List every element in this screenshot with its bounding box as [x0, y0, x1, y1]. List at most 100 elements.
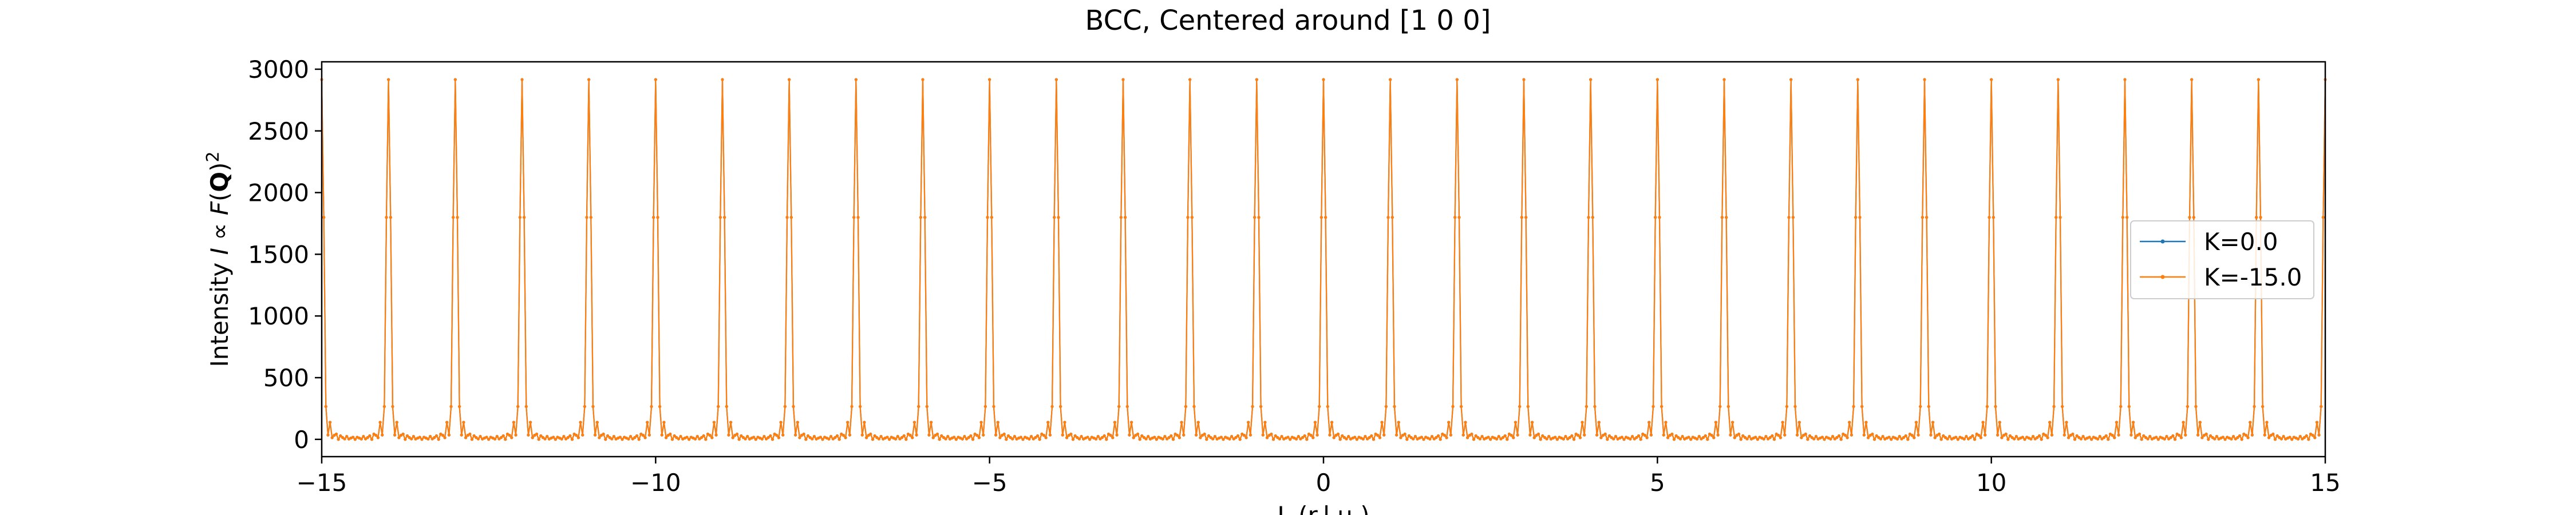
data-point	[1315, 433, 1319, 437]
data-point	[1128, 433, 1131, 437]
data-point	[381, 433, 384, 437]
data-point	[326, 433, 330, 437]
data-point	[1497, 435, 1500, 438]
data-point	[1086, 435, 1089, 439]
data-point	[1186, 216, 1190, 219]
data-point	[1929, 433, 1933, 437]
data-point	[2121, 216, 2124, 219]
data-point	[929, 421, 933, 424]
data-point	[2302, 436, 2306, 439]
data-point	[418, 435, 421, 439]
data-point	[794, 433, 797, 437]
data-point	[1048, 433, 1052, 437]
data-point	[2253, 405, 2256, 409]
data-point	[835, 434, 839, 438]
data-point	[1990, 78, 1993, 81]
data-point	[660, 433, 663, 437]
data-point	[468, 432, 472, 436]
data-point	[2127, 405, 2131, 409]
data-point	[1629, 437, 1632, 441]
data-point	[1730, 421, 1735, 424]
data-point	[1526, 405, 1530, 409]
data-point	[1988, 216, 1991, 219]
data-point	[1890, 438, 1893, 441]
data-point	[1422, 438, 1425, 441]
data-point	[781, 433, 785, 437]
data-point	[1962, 437, 1966, 441]
data-point	[353, 438, 357, 441]
data-point	[1871, 432, 1874, 436]
data-point	[1121, 78, 1125, 81]
data-point	[1428, 437, 1432, 441]
data-point	[1555, 438, 1559, 441]
data-point	[1274, 434, 1277, 438]
data-point	[859, 405, 862, 409]
data-point	[1338, 438, 1342, 441]
data-point	[1390, 216, 1394, 219]
data-point	[2131, 421, 2135, 424]
data-point	[647, 433, 651, 437]
data-point	[1622, 438, 1626, 441]
data-point	[1238, 438, 1242, 441]
data-point	[1069, 432, 1073, 436]
data-point	[337, 438, 340, 441]
data-point	[1587, 216, 1590, 219]
data-point	[345, 435, 349, 438]
data-point	[1326, 405, 1329, 409]
data-point	[1228, 437, 1231, 441]
data-point	[975, 434, 979, 437]
data-point	[1420, 435, 1423, 439]
data-point	[1545, 437, 1548, 441]
data-point	[1002, 432, 1006, 436]
data-point	[458, 405, 461, 409]
data-point	[841, 434, 846, 437]
data-point	[1925, 216, 1929, 219]
data-point	[1124, 216, 1127, 219]
data-point	[2129, 433, 2133, 437]
data-point	[2311, 434, 2314, 437]
data-point	[2171, 434, 2175, 438]
data-point	[650, 405, 653, 409]
data-point	[552, 435, 555, 439]
data-point	[2107, 438, 2110, 441]
data-point	[2178, 434, 2181, 437]
data-point	[1783, 433, 1787, 437]
data-point	[988, 78, 991, 81]
data-point	[998, 436, 1002, 439]
data-point	[504, 438, 507, 441]
data-point	[1913, 436, 1916, 439]
data-point	[1992, 216, 1995, 219]
data-point	[904, 438, 908, 441]
data-point	[1581, 421, 1584, 424]
data-point	[1852, 405, 1855, 409]
data-point	[2098, 435, 2101, 438]
data-point	[518, 216, 521, 219]
data-point	[1839, 438, 1843, 441]
legend-marker-k15	[2160, 275, 2165, 279]
y-tick-label: 0	[294, 426, 309, 454]
data-point	[1184, 405, 1187, 409]
data-point	[1301, 436, 1305, 439]
data-point	[2275, 434, 2279, 438]
data-point	[1689, 438, 1693, 441]
data-point	[1981, 421, 1985, 424]
data-point	[1787, 216, 1791, 219]
data-point	[1088, 438, 1092, 441]
data-point	[1722, 78, 1726, 81]
data-point	[1303, 434, 1306, 438]
data-point	[696, 435, 699, 438]
data-point	[2259, 216, 2262, 219]
data-point	[1518, 405, 1522, 409]
data-point	[2036, 436, 2039, 439]
data-point	[1034, 436, 1037, 439]
data-point	[938, 438, 941, 441]
data-point	[546, 435, 549, 438]
data-point	[977, 436, 981, 439]
data-point	[2315, 421, 2319, 424]
data-point	[543, 437, 547, 441]
data-point	[2055, 216, 2058, 219]
data-point	[1271, 438, 1275, 441]
data-point	[2297, 437, 2300, 441]
data-point	[1524, 216, 1528, 219]
data-point	[2044, 434, 2048, 437]
